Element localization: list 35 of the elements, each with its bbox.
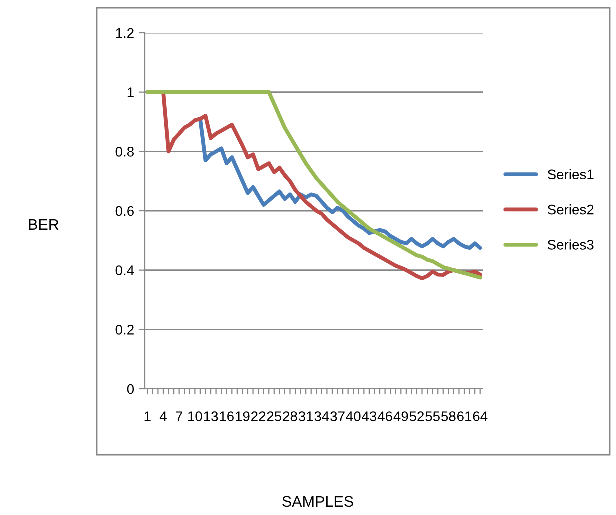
x-tick-label: 55 xyxy=(426,412,440,422)
y-tick-label: 1.2 xyxy=(116,28,134,38)
legend-label: Series2 xyxy=(548,204,594,215)
x-tick-label: 22 xyxy=(252,412,266,422)
y-tick-label: 0.8 xyxy=(116,147,134,157)
legend-label: Series3 xyxy=(548,240,594,250)
x-tick-label: 28 xyxy=(283,412,298,422)
x-tick-label: 25 xyxy=(267,412,282,422)
legend-label: Series1 xyxy=(548,169,594,180)
y-tick-label: 0 xyxy=(127,384,134,394)
x-tick-label: 16 xyxy=(220,412,234,422)
x-tick-label: 58 xyxy=(442,412,456,422)
x-tick-label: 49 xyxy=(394,412,408,422)
x-tick-label: 19 xyxy=(236,412,250,422)
x-tick-label: 64 xyxy=(473,412,488,422)
y-tick-label: 1 xyxy=(128,88,134,98)
y-tick-label: 0.4 xyxy=(116,266,134,276)
line-series xyxy=(198,117,482,250)
x-tick-label: 10 xyxy=(188,412,202,422)
x-tick-label: 46 xyxy=(378,412,392,422)
x-tick-label: 52 xyxy=(410,412,424,422)
x-tick-label: 37 xyxy=(330,412,345,422)
y-axis-title: BER xyxy=(29,219,59,230)
x-tick-label: 31 xyxy=(298,412,314,422)
x-tick-label: 4 xyxy=(160,412,167,422)
x-tick-label: 13 xyxy=(204,412,218,422)
x-axis-title: SAMPLES xyxy=(282,496,354,508)
y-tick-label: 0.2 xyxy=(116,325,134,335)
x-tick-label: 40 xyxy=(346,412,361,422)
x-tick-label: 61 xyxy=(457,412,472,422)
x-tick-label: 1 xyxy=(144,412,151,422)
x-tick-label: 43 xyxy=(362,412,377,422)
x-tick-label: 34 xyxy=(314,412,330,422)
x-tick-label: 7 xyxy=(176,412,182,422)
y-tick-label: 0.6 xyxy=(116,206,134,216)
